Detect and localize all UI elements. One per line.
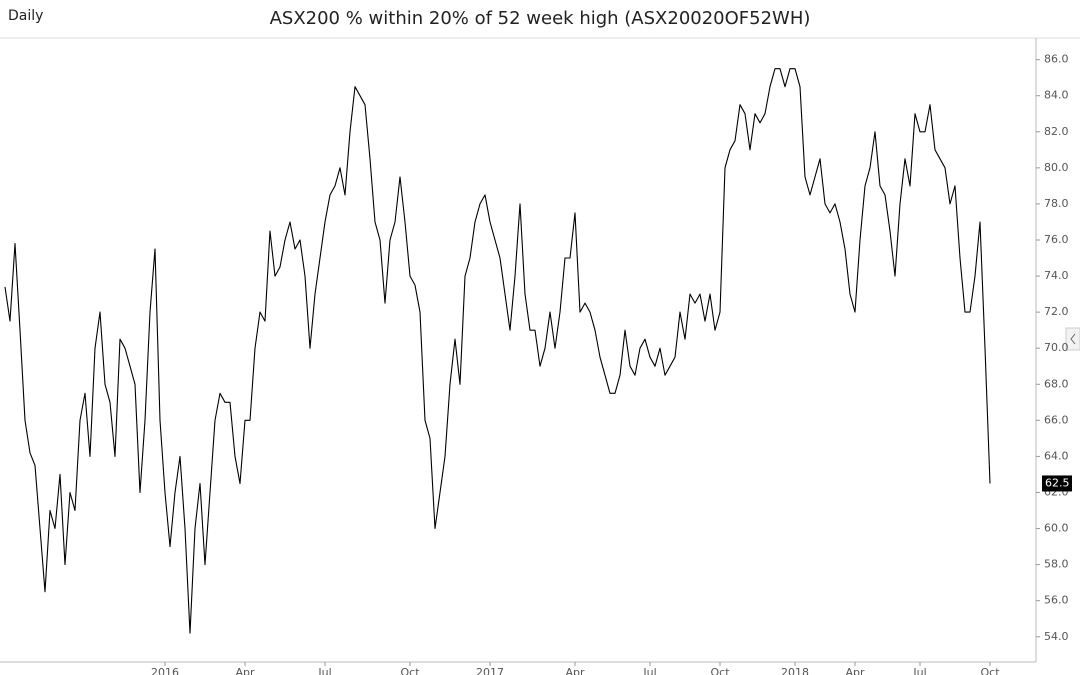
y-tick-label: 64.0 <box>1044 449 1069 462</box>
x-tick-label: Oct <box>980 666 1000 675</box>
y-tick-label: 58.0 <box>1044 558 1069 571</box>
y-tick-label: 86.0 <box>1044 53 1069 66</box>
x-tick-label: 2017 <box>476 666 504 675</box>
x-tick-label: 2016 <box>151 666 179 675</box>
x-tick-label: Apr <box>235 666 255 675</box>
x-tick-label: Apr <box>845 666 865 675</box>
collapse-icon[interactable] <box>1070 333 1076 345</box>
x-tick-label: Jul <box>317 666 331 675</box>
y-tick-label: 76.0 <box>1044 233 1069 246</box>
x-tick-label: Apr <box>565 666 585 675</box>
y-tick-label: 54.0 <box>1044 630 1069 643</box>
y-tick-label: 66.0 <box>1044 413 1069 426</box>
y-tick-label: 80.0 <box>1044 161 1069 174</box>
x-tick-label: Oct <box>710 666 730 675</box>
x-tick-label: Jul <box>912 666 926 675</box>
y-tick-label: 82.0 <box>1044 125 1069 138</box>
collapse-button[interactable] <box>1065 327 1080 351</box>
y-tick-label: 78.0 <box>1044 197 1069 210</box>
y-tick-label: 74.0 <box>1044 269 1069 282</box>
y-tick-label: 72.0 <box>1044 305 1069 318</box>
last-value-tag <box>1042 475 1072 492</box>
chart-title: ASX200 % within 20% of 52 week high (ASX… <box>270 8 811 29</box>
x-tick-label: 2018 <box>781 666 809 675</box>
x-tick-label: Jul <box>642 666 656 675</box>
y-tick-label: 70.0 <box>1044 341 1069 354</box>
y-tick-label: 84.0 <box>1044 89 1069 102</box>
y-tick-label: 56.0 <box>1044 594 1069 607</box>
y-tick-label: 60.0 <box>1044 522 1069 535</box>
collapse-button-box[interactable] <box>1065 327 1080 351</box>
y-tick-label: 68.0 <box>1044 377 1069 390</box>
last-value-label: 62.5 <box>1045 476 1070 489</box>
x-tick-label: Oct <box>400 666 420 675</box>
series-line <box>4 68 991 634</box>
period-label: Daily <box>8 8 43 24</box>
